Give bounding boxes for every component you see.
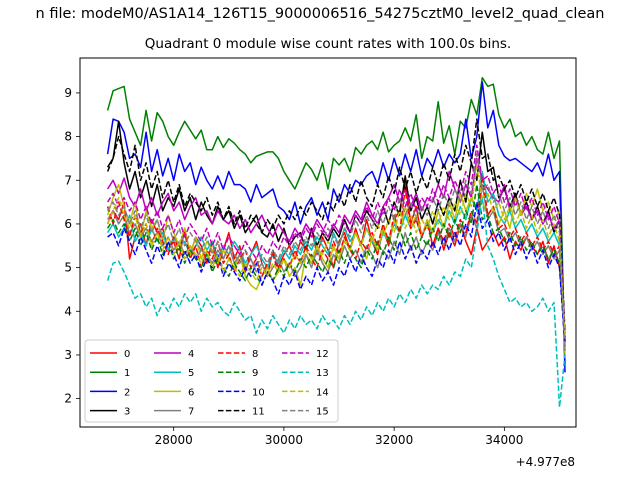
- axis-ticks: 28000 30000 32000 34000 2 3 4 5 6 7 8 9: [64, 86, 523, 447]
- y-tick-label: 2: [64, 392, 72, 406]
- series-line-4: [106, 157, 566, 338]
- y-tick-label: 4: [64, 304, 72, 318]
- y-tick-label: 5: [64, 261, 72, 275]
- series-line-11: [106, 118, 566, 334]
- y-tick-label: 7: [64, 173, 72, 187]
- chart-title: Quadrant 0 module wise count rates with …: [145, 36, 511, 52]
- x-tick-label: 28000: [155, 433, 193, 447]
- y-tick-label: 9: [64, 86, 72, 100]
- x-offset-label: +4.977e8: [516, 455, 575, 469]
- legend-label-6: 6: [188, 387, 194, 398]
- series-line-3: [106, 120, 566, 342]
- legend-label-9: 9: [252, 368, 258, 379]
- y-tick-label: 8: [64, 130, 72, 144]
- legend-label-3: 3: [124, 407, 130, 418]
- series-line-2: [106, 81, 566, 373]
- series-line-14: [106, 166, 566, 338]
- legend-label-4: 4: [188, 349, 194, 360]
- series-line-10: [107, 201, 566, 347]
- series-line-15: [106, 153, 566, 351]
- legend-label-14: 14: [316, 387, 329, 398]
- legend-label-15: 15: [316, 407, 329, 418]
- legend-label-10: 10: [252, 387, 265, 398]
- legend-label-0: 0: [124, 349, 130, 360]
- legend-label-1: 1: [124, 368, 130, 379]
- legend-label-5: 5: [188, 368, 194, 379]
- y-tick-label: 3: [64, 348, 72, 362]
- chart-suptitle: n file: modeM0/AS1A14_126T15_9000006516_…: [36, 6, 605, 22]
- x-tick-label: 32000: [375, 433, 413, 447]
- legend-label-13: 13: [316, 368, 329, 379]
- legend-box: [84, 339, 339, 423]
- series-line-5: [106, 170, 566, 347]
- legend-label-12: 12: [316, 349, 329, 360]
- legend-label-7: 7: [188, 407, 194, 418]
- legend-label-11: 11: [252, 407, 265, 418]
- series-line-1: [106, 76, 566, 364]
- series-line-13: [106, 196, 566, 409]
- legend-label-2: 2: [124, 387, 130, 398]
- x-tick-label: 34000: [485, 433, 523, 447]
- y-tick-label: 6: [64, 217, 72, 231]
- x-tick-label: 30000: [265, 433, 303, 447]
- plot-area: [106, 76, 566, 409]
- legend-label-8: 8: [252, 349, 258, 360]
- series-line-9: [106, 183, 566, 338]
- axes-frame: [79, 57, 577, 428]
- series-line-12: [106, 144, 566, 342]
